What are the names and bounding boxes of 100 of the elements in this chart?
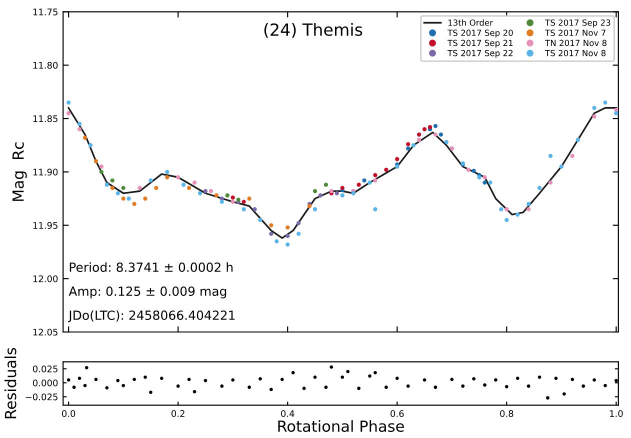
point [504,207,509,212]
point [144,375,147,379]
point [122,384,126,388]
point [110,186,114,190]
point [472,168,476,173]
point [269,388,273,392]
legend-label: 13th Order [448,19,494,26]
point [143,196,148,201]
point [132,378,136,382]
point [116,191,120,196]
point [132,202,136,206]
point [312,189,318,194]
point [434,386,438,389]
point [230,200,235,204]
point [604,384,607,388]
point [614,378,618,382]
point [313,375,317,379]
point [422,127,427,132]
y-tick-label: 11.85 [33,115,58,122]
point [582,384,586,388]
point [384,386,388,389]
x-tick-label: 0.2 [172,410,184,417]
point [248,386,251,389]
point [149,390,152,394]
x-tick-label: 1.0 [610,410,623,417]
point [483,383,486,387]
point [302,386,306,390]
point [516,212,520,217]
point [340,375,344,379]
point [286,225,290,230]
point [526,207,531,212]
point [181,182,186,187]
y-tick-label: 11.80 [33,62,58,69]
point [269,223,274,228]
point [165,175,170,180]
point [570,378,574,382]
point [406,146,410,151]
point [324,386,328,389]
point [538,375,542,379]
point [494,378,498,382]
point [416,138,422,142]
point [165,170,170,174]
point [548,154,553,158]
point [576,138,580,142]
point [384,168,388,172]
point [466,168,470,172]
point [373,178,378,183]
point [160,376,164,380]
point [154,186,158,190]
point [592,378,596,382]
point [94,378,98,382]
annotation: Amp: 0.125 ± 0.009 mag [68,286,226,298]
point [66,111,71,116]
annotation: Period: 8.3741 ± 0.0002 h [70,262,233,272]
point [247,196,252,201]
point [504,384,508,388]
point [242,200,246,204]
point [82,136,88,140]
y-tick-label: 11.90 [33,168,58,176]
point [548,180,553,185]
point [504,218,509,222]
point [72,386,76,389]
point [269,232,274,236]
point [138,186,142,190]
point [231,378,235,382]
point [488,180,492,185]
point [198,191,202,196]
point [373,207,378,212]
point [340,193,344,198]
point [225,193,230,198]
point [77,122,82,126]
point [77,127,82,132]
point [258,377,262,381]
point [121,186,126,190]
point [66,100,71,105]
point [482,180,487,185]
y-axis-title: Mag Rc [12,142,27,201]
point [296,221,301,226]
text: (24) Themis [264,23,362,38]
point [296,232,301,236]
legend-label: TS 2017 Sep 20 [447,30,513,38]
point [433,124,438,128]
point [438,132,444,137]
legend-label: TN 2017 Nov 8 [545,40,607,46]
point [258,218,262,222]
point [186,186,192,190]
point [356,182,361,187]
point [406,142,410,146]
legend-label: TS 2017 Sep 22 [447,50,513,58]
point [592,106,596,110]
point [324,182,328,187]
x-axis-title: Rotational Phase [278,420,404,432]
point [334,191,339,196]
point [516,376,520,380]
point [395,157,400,162]
point [346,370,350,374]
point [433,132,438,137]
point [220,200,224,204]
point [570,154,574,158]
point [121,196,126,201]
